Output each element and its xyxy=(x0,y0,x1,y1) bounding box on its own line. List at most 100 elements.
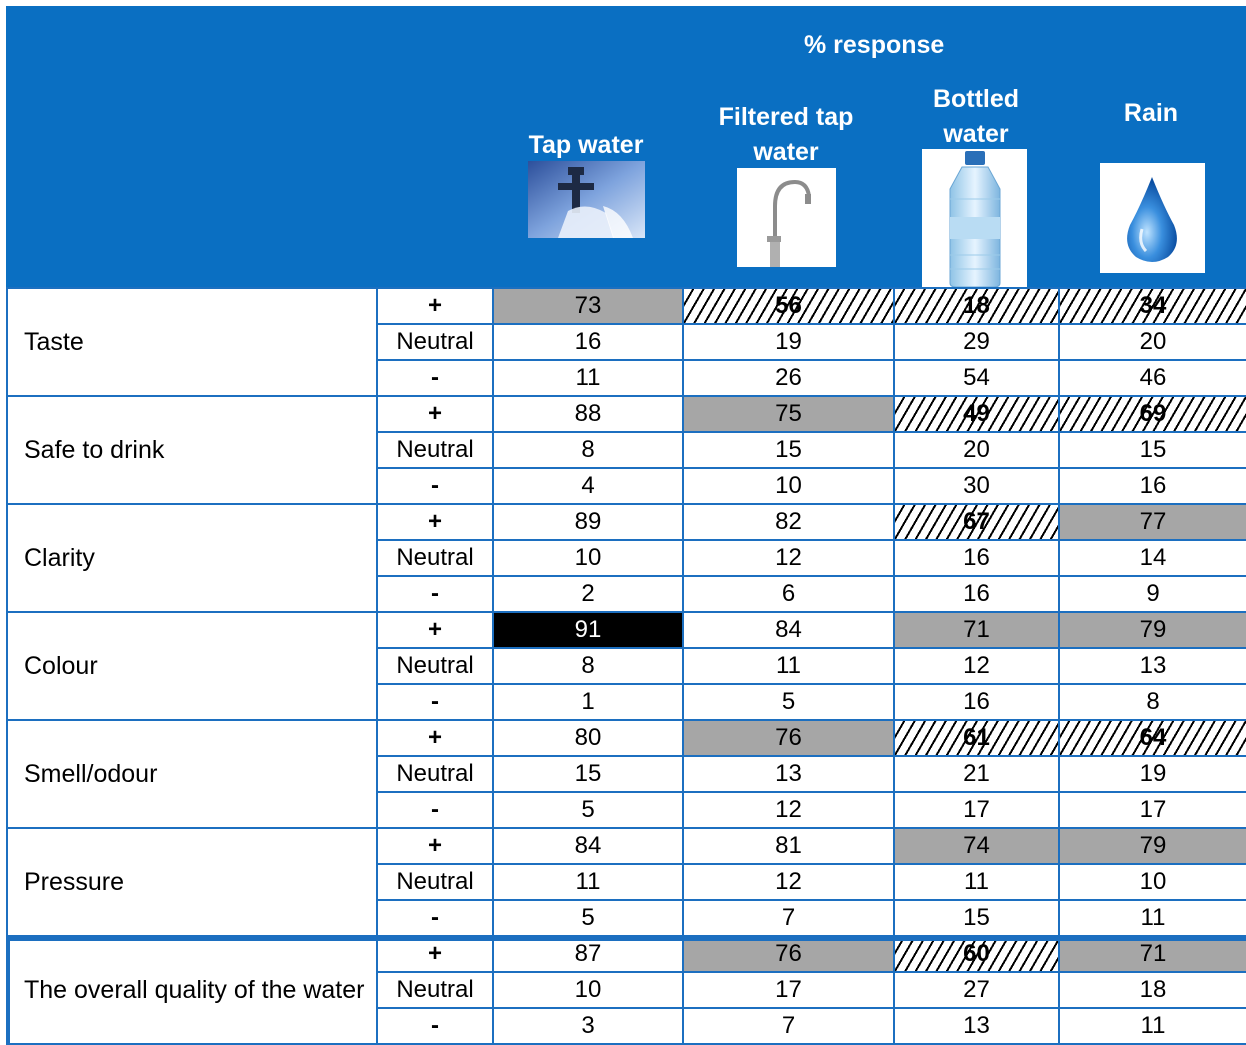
value-cell: 82 xyxy=(682,503,895,541)
value-cell: 12 xyxy=(682,791,895,829)
table-row: Neutral 16 19 29 20 xyxy=(7,323,1246,361)
value-cell: 27 xyxy=(893,971,1060,1009)
value-cell: 5 xyxy=(682,683,895,721)
value-cell: 54 xyxy=(893,359,1060,397)
value-cell: 21 xyxy=(893,755,1060,793)
value-cell: 19 xyxy=(682,323,895,361)
value-cell: 10 xyxy=(1058,863,1246,901)
value-cell: 81 xyxy=(682,827,895,865)
table-row: -5 12 17 17 xyxy=(7,791,1246,829)
value-cell: 18 xyxy=(1058,971,1246,1009)
value-cell: 11 xyxy=(492,863,684,901)
value-cell: 71 xyxy=(893,611,1060,649)
value-cell: 88 xyxy=(492,395,684,433)
row-label: Taste xyxy=(6,287,378,397)
row-label: Smell/odour xyxy=(6,719,378,829)
results-table: Taste +73 56 18 34 Neutral 16 19 29 20-11 26 54 46 Sa… xyxy=(6,287,1246,1045)
col-header-tap-water: Tap water xyxy=(528,131,644,159)
value-cell: 79 xyxy=(1058,611,1246,649)
positive-sign: + xyxy=(376,287,494,325)
value-cell: 79 xyxy=(1058,827,1246,865)
row-label: Colour xyxy=(6,611,378,721)
percent-response-title: % response xyxy=(804,31,945,59)
table-row: Neutral 11 12 11 10 xyxy=(7,863,1246,901)
value-cell: 11 xyxy=(682,647,895,685)
negative-sign: - xyxy=(376,791,494,829)
positive-sign: + xyxy=(376,503,494,541)
value-cell: 16 xyxy=(893,539,1060,577)
value-cell: 8 xyxy=(1058,683,1246,721)
value-cell: 16 xyxy=(1058,467,1246,505)
table-row: Neutral 8 15 20 15 xyxy=(7,431,1246,469)
value-cell: 74 xyxy=(893,827,1060,865)
filter-tap-icon xyxy=(737,168,836,267)
value-cell: 12 xyxy=(682,863,895,901)
value-cell: 11 xyxy=(492,359,684,397)
value-cell: 69 xyxy=(1058,395,1246,433)
positive-sign: + xyxy=(376,395,494,433)
table-row: -5 7 15 11 xyxy=(7,899,1246,937)
tap-icon xyxy=(528,161,645,238)
col-header-filtered-tap-water: Filtered tap water xyxy=(718,103,854,166)
value-cell: 13 xyxy=(893,1007,1060,1045)
value-cell: 2 xyxy=(492,575,684,613)
negative-sign: - xyxy=(376,683,494,721)
value-cell: 7 xyxy=(682,1007,895,1045)
positive-sign: + xyxy=(376,611,494,649)
value-cell: 13 xyxy=(682,755,895,793)
negative-sign: - xyxy=(376,575,494,613)
table-row: Smell/odour +80 76 61 64 xyxy=(6,719,1246,829)
neutral-label: Neutral xyxy=(376,431,494,469)
table-row: -3 7 13 11 xyxy=(7,1007,1246,1045)
value-cell: 11 xyxy=(1058,1007,1246,1045)
value-cell: 64 xyxy=(1058,719,1246,757)
col-header-bottled-water: Bottled water xyxy=(932,85,1020,148)
table-row: Neutral 15 13 21 19 xyxy=(7,755,1246,793)
value-cell: 6 xyxy=(682,575,895,613)
value-cell: 17 xyxy=(682,971,895,1009)
value-cell: 3 xyxy=(492,1007,684,1045)
value-cell: 5 xyxy=(492,791,684,829)
neutral-label: Neutral xyxy=(376,863,494,901)
value-cell: 1 xyxy=(492,683,684,721)
value-cell: 10 xyxy=(492,539,684,577)
row-label: The overall quality of the water xyxy=(6,935,378,1045)
value-cell: 80 xyxy=(492,719,684,757)
value-cell: 71 xyxy=(1058,935,1246,973)
value-cell: 16 xyxy=(893,575,1060,613)
bottle-icon xyxy=(922,149,1027,287)
value-cell: 77 xyxy=(1058,503,1246,541)
value-cell: 60 xyxy=(893,935,1060,973)
value-cell: 7 xyxy=(682,899,895,937)
value-cell: 18 xyxy=(893,287,1060,325)
positive-sign: + xyxy=(376,719,494,757)
value-cell: 15 xyxy=(893,899,1060,937)
value-cell: 29 xyxy=(893,323,1060,361)
value-cell: 17 xyxy=(893,791,1060,829)
value-cell: 12 xyxy=(893,647,1060,685)
value-cell: 56 xyxy=(682,287,895,325)
table-row: -11 26 54 46 xyxy=(7,359,1246,397)
value-cell: 30 xyxy=(893,467,1060,505)
value-cell: 16 xyxy=(893,683,1060,721)
value-cell: 34 xyxy=(1058,287,1246,325)
table-row: The overall quality of the water +87 76 60 7… xyxy=(6,935,1246,1045)
value-cell: 14 xyxy=(1058,539,1246,577)
value-cell: 20 xyxy=(893,431,1060,469)
value-cell: 17 xyxy=(1058,791,1246,829)
table-row: Neutral 8 11 12 13 xyxy=(7,647,1246,685)
value-cell: 12 xyxy=(682,539,895,577)
value-cell: 11 xyxy=(1058,899,1246,937)
value-cell: 5 xyxy=(492,899,684,937)
negative-sign: - xyxy=(376,467,494,505)
neutral-label: Neutral xyxy=(376,647,494,685)
row-label: Pressure xyxy=(6,827,378,937)
value-cell: 4 xyxy=(492,467,684,505)
table-row: Neutral 10 17 27 18 xyxy=(7,971,1246,1009)
value-cell: 75 xyxy=(682,395,895,433)
value-cell: 10 xyxy=(492,971,684,1009)
value-cell: 15 xyxy=(682,431,895,469)
negative-sign: - xyxy=(376,1007,494,1045)
neutral-label: Neutral xyxy=(376,971,494,1009)
neutral-label: Neutral xyxy=(376,323,494,361)
